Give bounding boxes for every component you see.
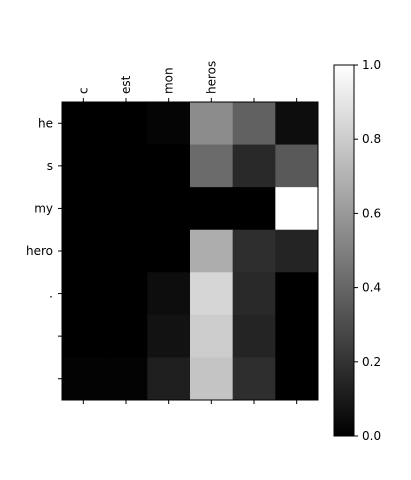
- heatmap-cell-r5-c2: [147, 314, 191, 358]
- heatmap-cell-r5-c1: [104, 314, 148, 358]
- y-tick-label-4: .: [49, 287, 53, 301]
- heatmap-cell-r2-c3: [190, 187, 234, 231]
- heatmap-cell-r4-c4: [232, 272, 276, 316]
- colorbar-tick-label-5: 1.0: [362, 58, 381, 72]
- y-axis-ticks: he s my hero.: [26, 116, 62, 380]
- heatmap-cell-r1-c0: [62, 144, 106, 188]
- x-tick-label-0: c: [76, 87, 90, 94]
- heatmap-cell-r0-c1: [104, 102, 148, 146]
- heatmap-cell-r1-c3: [190, 144, 234, 188]
- heatmap-cell-r0-c4: [232, 102, 276, 146]
- heatmap-cell-r0-c0: [62, 102, 106, 146]
- y-tick-label-2: my: [34, 201, 53, 215]
- colorbar-ticks: 0.0 0.2 0.4 0.6 0.8 1.0: [354, 58, 381, 443]
- heatmap-cell-r6-c5: [275, 357, 319, 401]
- heatmap-cell-r2-c1: [104, 187, 148, 231]
- heatmap-cell-r6-c4: [232, 357, 276, 401]
- heatmap-cell-r1-c4: [232, 144, 276, 188]
- colorbar-tick-label-4: 0.8: [362, 132, 381, 146]
- colorbar-tick-label-1: 0.2: [362, 355, 381, 369]
- x-tick-label-3: heros: [204, 61, 218, 94]
- heatmap-cell-r3-c4: [232, 229, 276, 273]
- heatmap-cell-r2-c0: [62, 187, 106, 231]
- heatmap-cell-r5-c3: [190, 314, 234, 358]
- heatmap-cell-r4-c0: [62, 272, 106, 316]
- x-tick-label-1: est: [119, 75, 133, 94]
- heatmap-cell-r3-c1: [104, 229, 148, 273]
- colorbar-tick-label-2: 0.4: [362, 281, 381, 295]
- heatmap-cell-r5-c0: [62, 314, 106, 358]
- y-tick-label-3: hero: [26, 244, 53, 258]
- heatmap-cell-r2-c4: [232, 187, 276, 231]
- heatmap-cell-r4-c5: [275, 272, 319, 316]
- y-tick-label-0: he: [38, 116, 53, 130]
- heatmap-cell-r6-c2: [147, 357, 191, 401]
- colorbar: [333, 64, 355, 437]
- y-tick-label-1: s: [47, 159, 53, 173]
- heatmap-cell-r5-c5: [275, 314, 319, 358]
- colorbar-tick-label-0: 0.0: [362, 429, 381, 443]
- heatmap-cell-r3-c2: [147, 229, 191, 273]
- heatmap-cell-r1-c1: [104, 144, 148, 188]
- heatmap-cell-r3-c5: [275, 229, 319, 273]
- heatmap-cell-r1-c5: [275, 144, 319, 188]
- heatmap-cell-r6-c0: [62, 357, 106, 401]
- heatmap-cell-r0-c3: [190, 102, 234, 146]
- heatmap-cell-r0-c5: [275, 102, 319, 146]
- x-tick-label-2: mon: [162, 67, 176, 94]
- heatmap-cell-r2-c5: [275, 187, 319, 231]
- heatmap-cell-r2-c2: [147, 187, 191, 231]
- heatmap-cell-r6-c1: [104, 357, 148, 401]
- heatmap-cell-r1-c2: [147, 144, 191, 188]
- heatmap-cell-r0-c2: [147, 102, 191, 146]
- colorbar-tick-label-3: 0.6: [362, 206, 381, 220]
- heatmap-cell-r4-c2: [147, 272, 191, 316]
- heatmap-cell-r6-c3: [190, 357, 234, 401]
- heatmap-cells: [62, 102, 319, 401]
- x-axis-ticks: c est mon heros: [76, 61, 298, 404]
- heatmap-cell-r4-c1: [104, 272, 148, 316]
- heatmap-cell-r3-c3: [190, 229, 234, 273]
- heatmap-cell-r4-c3: [190, 272, 234, 316]
- heatmap-cell-r3-c0: [62, 229, 106, 273]
- heatmap-cell-r5-c4: [232, 314, 276, 358]
